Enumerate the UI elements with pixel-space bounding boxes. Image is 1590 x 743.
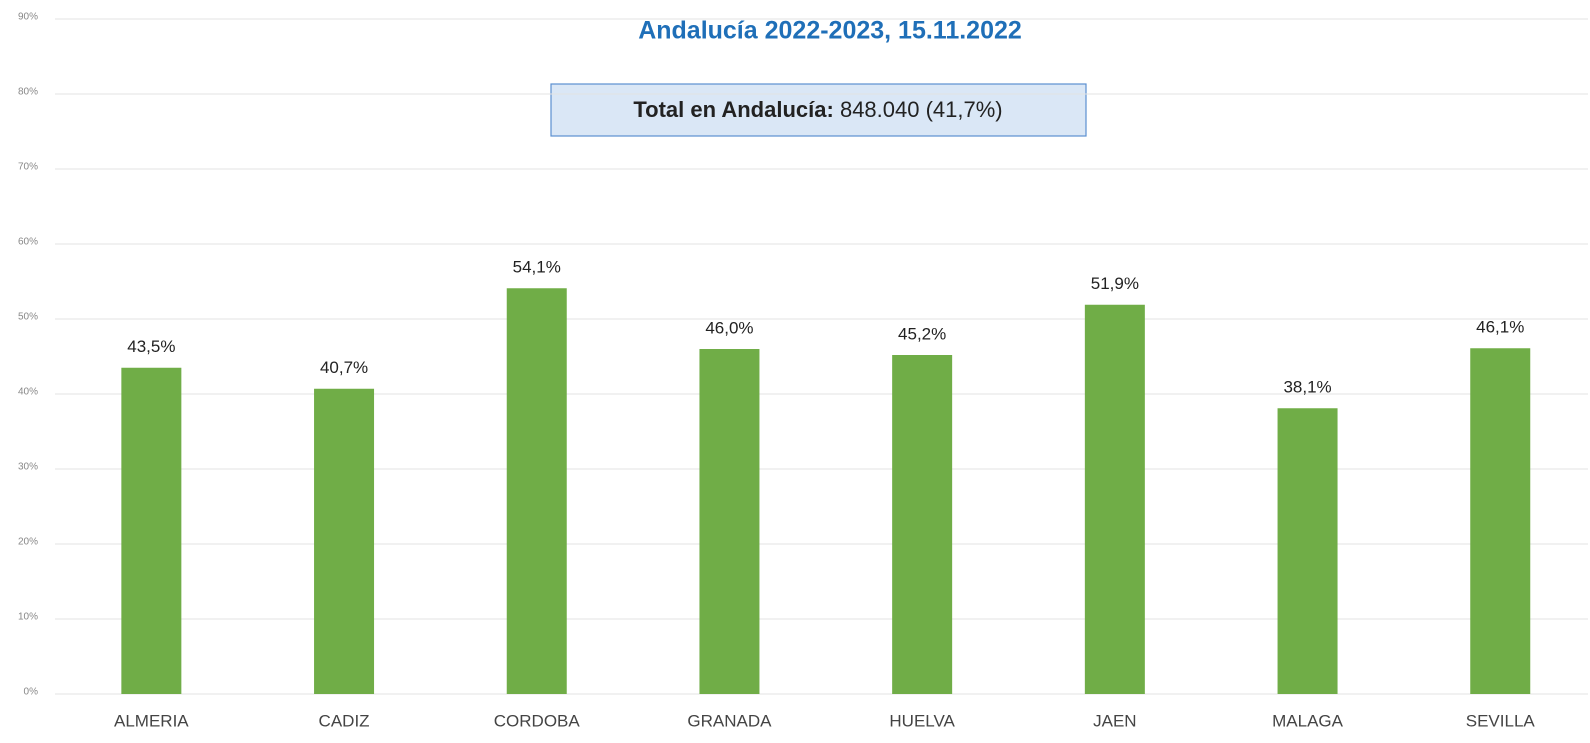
value-label: 38,1% [1283, 378, 1331, 397]
y-tick-label: 90% [18, 12, 38, 23]
y-tick-label: 70% [18, 162, 38, 173]
y-tick-label: 80% [18, 87, 38, 98]
annotation-box [550, 83, 1087, 137]
y-tick-label: 0% [24, 687, 39, 698]
value-label: 46,1% [1476, 318, 1524, 337]
bar [121, 367, 182, 694]
value-label: 40,7% [320, 358, 368, 377]
value-label: 51,9% [1091, 274, 1139, 293]
x-tick-label: CADIZ [319, 711, 370, 730]
value-label: 43,5% [127, 337, 175, 356]
bar [506, 288, 567, 694]
x-tick-label: HUELVA [889, 711, 955, 730]
bar [1084, 304, 1145, 694]
chart-title: Andalucía 2022-2023, 15.11.2022 [638, 17, 1022, 45]
y-tick-label: 20% [18, 537, 38, 548]
bar [1470, 348, 1531, 694]
bar [892, 355, 953, 694]
y-tick-label: 50% [18, 312, 38, 323]
annotation-label: Total en Andalucía: [633, 97, 833, 122]
annotation-text: 848.040 (41,7%) [840, 97, 1003, 122]
bar [314, 388, 375, 694]
value-label: 45,2% [898, 324, 946, 343]
value-label: 46,0% [705, 318, 753, 337]
value-label: 54,1% [513, 258, 561, 277]
y-tick-label: 60% [18, 237, 38, 248]
x-tick-label: JAEN [1093, 711, 1136, 730]
y-tick-label: 10% [18, 612, 38, 623]
x-tick-label: GRANADA [687, 711, 772, 730]
y-tick-label: 40% [18, 387, 38, 398]
x-tick-label: SEVILLA [1466, 711, 1536, 730]
bar [699, 349, 760, 694]
x-tick-label: ALMERIA [114, 711, 189, 730]
y-tick-label: 30% [18, 462, 38, 473]
x-tick-label: CORDOBA [494, 711, 581, 730]
bar [1277, 408, 1338, 694]
annotation: Total en Andalucía: 848.040 (41,7%) [633, 97, 1002, 122]
x-tick-label: MALAGA [1272, 711, 1344, 730]
